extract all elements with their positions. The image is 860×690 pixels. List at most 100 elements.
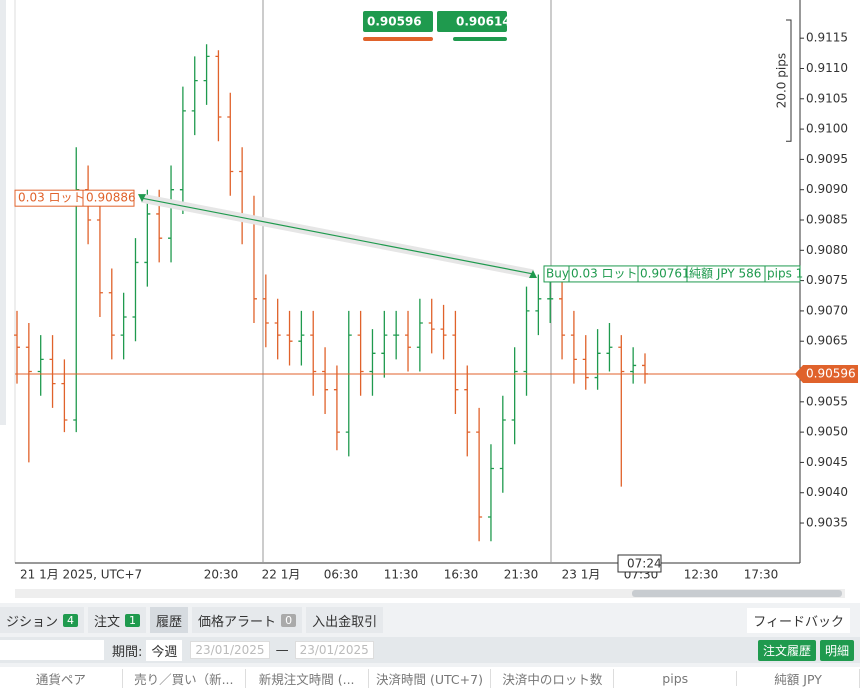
ohlc-bar [393, 310, 400, 360]
y-tick-label: 0.9070 [806, 303, 848, 317]
exit-box [543, 265, 801, 283]
filter-row: 期間: 今週 23/01/2025 — 23/01/2025 注文履歴 明細 [0, 637, 860, 663]
header-row: 通貨ペア 売り／買い（新... 新規注文時間 (... 決済時間 (UTC+7) 決済中… [0, 667, 860, 690]
column-header: 新規注文時間 (... [246, 669, 369, 688]
scrollbar-thumb[interactable] [632, 590, 842, 597]
ohlc-bar [570, 310, 577, 384]
ohlc-bar [428, 298, 435, 354]
ohlc-bar [357, 310, 364, 396]
tab-label: 入出金取引 [312, 614, 378, 630]
exit-net-label: 純額 JPY 586 [689, 266, 761, 280]
ohlc-bar [487, 444, 494, 542]
ohlc-bar [547, 274, 554, 324]
ohlc-bar [61, 359, 68, 433]
sell-button[interactable] [363, 11, 433, 32]
x-tick-label: 21:30 [504, 568, 539, 582]
x-tick-label: 17:30 [744, 568, 779, 582]
chart: 0.90350.90400.90450.90500.90550.90600.90… [0, 0, 860, 603]
ohlc-bar [191, 56, 198, 136]
tab-label: 価格アラート [198, 614, 277, 630]
feedback-button[interactable]: フィードバック [747, 607, 850, 633]
ohlc-bar [322, 347, 329, 414]
tab[interactable]: 履歴 [150, 607, 189, 633]
y-tick-label: 0.9080 [806, 243, 848, 257]
ohlc-bar [286, 310, 293, 366]
y-tick-label: 0.9055 [806, 394, 848, 408]
tab[interactable]: 価格アラート 0 [192, 607, 303, 633]
entry-price: 0.90886 [86, 191, 136, 205]
trade-line [141, 197, 534, 275]
tab-label: 注文 [94, 614, 121, 630]
y-tick-label: 0.9110 [806, 61, 848, 75]
date-to[interactable]: 23/01/2025 [294, 641, 374, 659]
ohlc-bar [179, 86, 186, 214]
date-from[interactable]: 23/01/2025 [190, 641, 270, 659]
tab[interactable]: 注文 1 [88, 607, 147, 633]
x-tick-label: 21 1月 2025, UTC+7 [20, 568, 142, 582]
period-select[interactable]: 今週 [146, 639, 183, 661]
ohlc-bar [108, 268, 115, 360]
y-tick-label: 0.9085 [806, 213, 848, 227]
x-tick-label: 11:30 [384, 568, 419, 582]
exit-lot-label: 0.03 ロット [571, 266, 638, 280]
buy-price: 0.90614 [456, 15, 511, 29]
background [0, 0, 860, 603]
order-history-button[interactable]: 注文履歴 [757, 639, 816, 661]
sidebar [0, 0, 6, 425]
tab[interactable]: ジション 4 [0, 607, 85, 633]
ohlc-bar [144, 189, 151, 287]
ohlc-bar [535, 274, 542, 336]
ohlc-bar [476, 407, 483, 542]
ohlc-bar [499, 395, 506, 493]
ohlc-bar [405, 310, 412, 372]
sell-price: 0.90596 [367, 15, 422, 29]
ohlc-bar [630, 347, 637, 384]
y-tick-label: 0.9095 [806, 152, 848, 166]
tab[interactable]: 入出金取引 [306, 607, 384, 633]
range-label: 20.0 pips [775, 53, 789, 108]
y-tick-label: 0.9035 [806, 516, 848, 530]
entry-lot: 0.03 ロット [18, 191, 85, 205]
ohlc-bar [96, 195, 103, 317]
search-box[interactable] [0, 640, 104, 660]
exit-side: Buy [546, 266, 569, 280]
buy-button[interactable] [437, 11, 507, 32]
ohlc-bar [168, 165, 175, 263]
column-header: 決済時間 (UTC+7) [369, 669, 492, 688]
column-header: 純額 JPY [737, 669, 860, 688]
statement-button[interactable]: 明細 [819, 639, 854, 661]
period-label: 期間: [112, 644, 143, 660]
ohlc-bar [37, 335, 44, 396]
range-bracket [786, 19, 792, 142]
y-tick-label: 0.9045 [806, 455, 848, 469]
column-header: 通貨ペア [0, 669, 123, 688]
trade-exit-marker [529, 269, 537, 278]
ohlc-bar [274, 298, 281, 360]
y-tick-label: 0.9115 [806, 31, 848, 45]
exit-pips-label: pips 1 [767, 266, 803, 280]
buy-underline [453, 37, 507, 41]
current-price-tag [795, 364, 858, 383]
time-marker-box [617, 554, 662, 573]
ohlc-bar [464, 365, 471, 457]
x-tick-label: 23 1月 [562, 568, 601, 582]
tab-badge: 4 [63, 613, 79, 627]
ohlc-bar [452, 310, 459, 414]
exit-close-price: 0.90761 [640, 266, 690, 280]
entry-box [14, 189, 135, 207]
sell-underline [363, 37, 433, 41]
trade-entry-marker [138, 194, 146, 203]
y-tick-label: 0.9040 [806, 485, 848, 499]
tab-row: ジション 4 注文 1 履歴 価格アラート 0 入出金取引 フィードバック [0, 607, 860, 633]
ohlc-bar [606, 323, 613, 372]
ohlc-bar [369, 329, 376, 396]
y-tick-label: 0.9065 [806, 334, 848, 348]
ohlc-bar [345, 310, 352, 457]
ohlc-bar [559, 274, 566, 360]
y-tick-label: 0.9050 [806, 425, 848, 439]
ohlc-bar [582, 335, 589, 390]
y-tick-label: 0.9100 [806, 122, 848, 136]
ohlc-bar [132, 238, 139, 342]
ohlc-bar [511, 347, 518, 445]
